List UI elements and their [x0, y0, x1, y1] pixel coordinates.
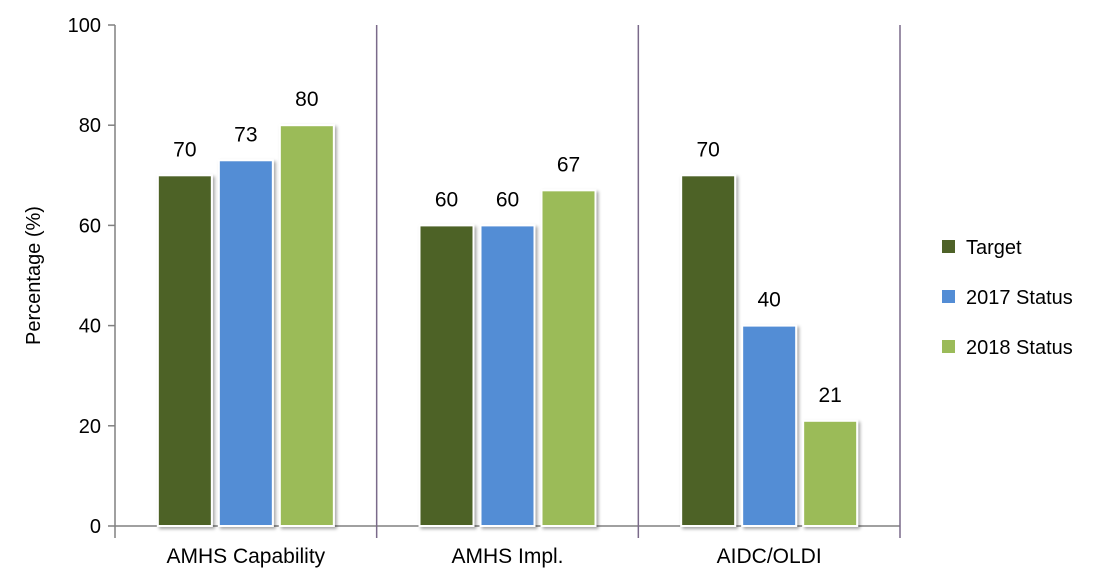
legend-swatch	[942, 240, 955, 253]
legend-label: Target	[966, 237, 1022, 259]
data-label: 70	[173, 138, 196, 161]
x-category-label: AMHS Impl.	[451, 545, 563, 568]
data-label: 21	[818, 384, 841, 407]
data-label: 60	[496, 188, 519, 211]
y-tick-label: 0	[90, 516, 101, 538]
data-label: 80	[295, 88, 318, 111]
bar-target	[156, 174, 213, 528]
bar-target	[680, 174, 737, 528]
data-label: 73	[234, 123, 257, 146]
data-label: 60	[435, 188, 458, 211]
y-axis-label: Percentage (%)	[23, 206, 45, 345]
legend-label: 2017 Status	[966, 287, 1073, 309]
data-label: 40	[757, 289, 780, 312]
data-label: 70	[696, 138, 719, 161]
bar-2017-status	[479, 224, 536, 527]
legend-swatch	[942, 290, 955, 303]
bar-2018-status	[802, 419, 859, 528]
bar-2018-status	[278, 124, 335, 527]
bars	[156, 124, 859, 528]
legend-label: 2018 Status	[966, 337, 1073, 359]
data-label: 67	[557, 153, 580, 176]
bar-2018-status	[540, 189, 597, 528]
x-category-label: AMHS Capability	[166, 545, 325, 568]
y-tick-label: 100	[68, 15, 101, 37]
data-labels: 70 73 80 60 60 67 70 40 21	[173, 88, 842, 407]
y-tick-label: 40	[79, 316, 101, 338]
y-tick-label: 80	[79, 115, 101, 137]
bar-2017-status	[741, 324, 798, 527]
axes: 0 20 40 60 80 100 AMHS Capability AMHS Impl. AID…	[68, 15, 901, 568]
x-category-label: AIDC/OLDI	[717, 545, 822, 568]
y-tick-label: 20	[79, 416, 101, 438]
legend-swatch	[942, 340, 955, 353]
y-tick-label: 60	[79, 215, 101, 237]
legend: Target 2017 Status 2018 Status	[942, 237, 1073, 359]
bar-target	[418, 224, 475, 527]
bar-2017-status	[217, 159, 274, 528]
